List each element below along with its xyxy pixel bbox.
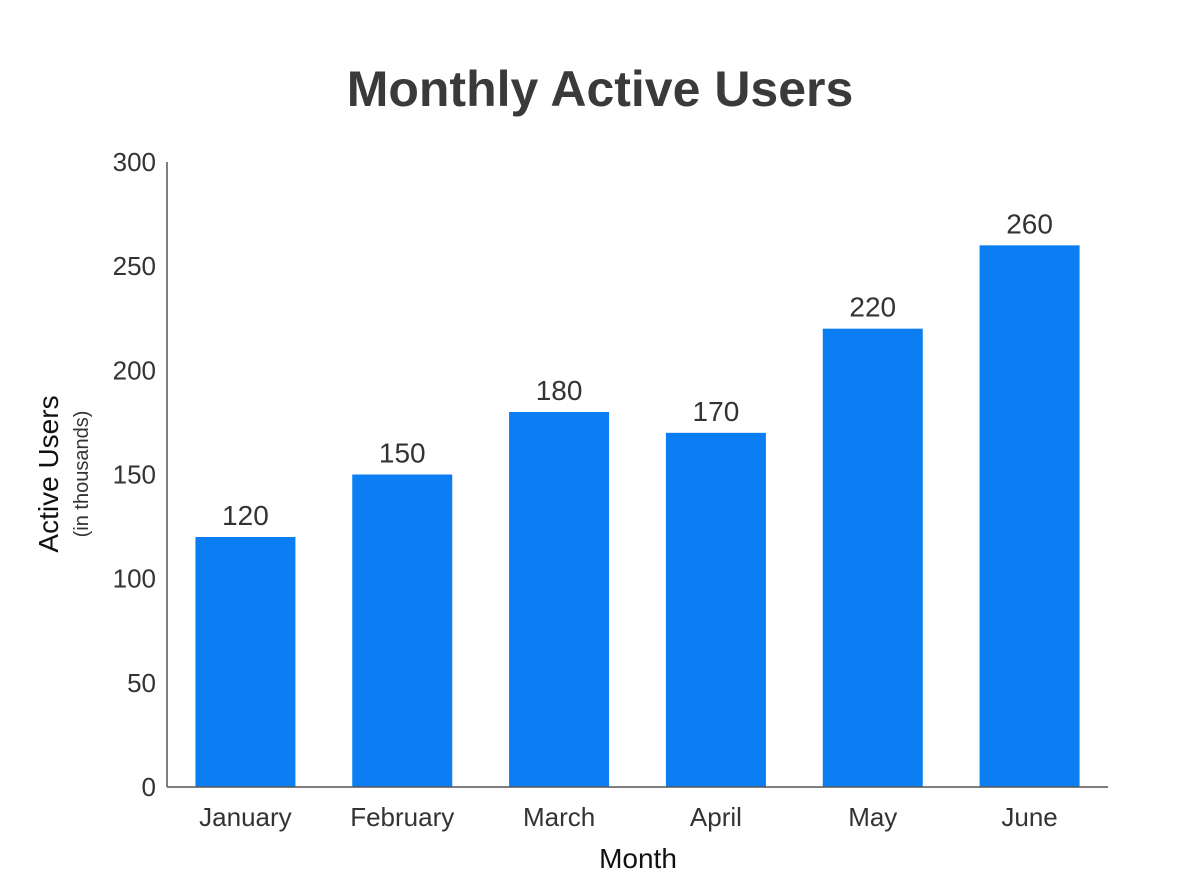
x-tick-label: June bbox=[1001, 802, 1057, 832]
bar[interactable] bbox=[195, 537, 296, 787]
x-tick-label: March bbox=[523, 802, 595, 832]
chart-title: Monthly Active Users bbox=[347, 61, 854, 117]
x-tick-label: February bbox=[350, 802, 454, 832]
x-axis-ticks: January February March April May June bbox=[199, 802, 1058, 832]
bar[interactable] bbox=[352, 474, 453, 788]
bar-data-label: 170 bbox=[693, 396, 740, 427]
y-axis-title-group: Active Users (in thousands) bbox=[33, 395, 93, 552]
bars-group bbox=[195, 245, 1080, 788]
bar[interactable] bbox=[822, 328, 923, 787]
bar-data-label: 180 bbox=[536, 375, 583, 406]
y-tick-label: 300 bbox=[113, 147, 156, 177]
bar-data-label: 120 bbox=[222, 500, 269, 531]
x-tick-label: May bbox=[848, 802, 897, 832]
bar-labels-group: 120 150 180 170 220 260 bbox=[222, 208, 1053, 531]
y-axis-ticks: 0 50 100 150 200 250 300 bbox=[113, 147, 156, 802]
bar[interactable] bbox=[509, 412, 610, 787]
x-tick-label: January bbox=[199, 802, 292, 832]
x-tick-label: April bbox=[690, 802, 742, 832]
y-tick-label: 50 bbox=[127, 668, 156, 698]
y-tick-label: 100 bbox=[113, 564, 156, 594]
bar-data-label: 220 bbox=[849, 292, 896, 323]
y-tick-label: 0 bbox=[142, 772, 156, 802]
x-axis-title: Month bbox=[599, 843, 677, 874]
bar-data-label: 260 bbox=[1006, 208, 1053, 239]
y-tick-label: 150 bbox=[113, 460, 156, 490]
bar[interactable] bbox=[979, 245, 1080, 788]
y-tick-label: 250 bbox=[113, 251, 156, 281]
bar-data-label: 150 bbox=[379, 438, 426, 469]
y-tick-label: 200 bbox=[113, 355, 156, 385]
bar[interactable] bbox=[665, 432, 766, 787]
y-axis-title: Active Users bbox=[33, 395, 64, 552]
y-axis-subtitle: (in thousands) bbox=[71, 411, 93, 538]
